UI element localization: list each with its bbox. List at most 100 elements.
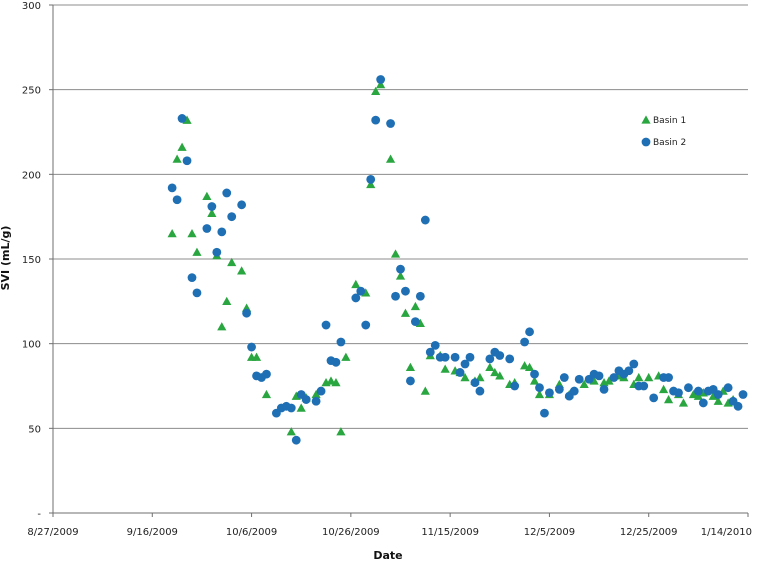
basin-2-point: [192, 288, 202, 298]
x-tick-label: 10/6/2009: [226, 527, 277, 538]
basin-2-point: [569, 386, 579, 396]
x-tick-label: 11/15/2009: [421, 527, 479, 538]
basin-1-point: [529, 376, 540, 385]
basin-2-point: [733, 401, 743, 411]
basin-1-point: [296, 403, 306, 412]
series-2-points: [167, 75, 748, 445]
basin-2-point: [167, 183, 177, 193]
basin-2-point: [629, 359, 639, 369]
basin-2-point: [609, 373, 619, 382]
basin-1-point: [336, 427, 346, 436]
basin-2-point: [366, 175, 376, 184]
basin-2-point: [227, 212, 237, 222]
basin-1-point: [520, 361, 530, 370]
basin-2-point: [361, 320, 371, 330]
basin-1-point: [400, 308, 411, 317]
basin-2-point: [172, 195, 182, 205]
basin-2-point: [738, 390, 748, 399]
basin-2-point: [554, 384, 564, 394]
basin-1-point: [326, 376, 336, 385]
basin-1-point: [331, 378, 341, 387]
basin-2-point: [371, 115, 381, 125]
basin-2-point: [286, 403, 296, 413]
basin-1-point: [390, 249, 401, 258]
legend-marker-basin-2: [641, 137, 651, 147]
basin-1-point: [217, 322, 227, 331]
basin-1-point: [202, 191, 212, 201]
basin-1-point: [663, 394, 674, 404]
basin-2-point: [212, 247, 222, 257]
basin-2-point: [684, 383, 693, 393]
basin-1-point: [713, 396, 723, 405]
basin-2-point: [525, 327, 534, 337]
basin-2-point: [470, 378, 480, 388]
y-tick-label: 200: [22, 170, 41, 181]
basin-2-point: [321, 320, 331, 330]
basin-1-point: [534, 389, 545, 399]
legend-marker-basin-1: [641, 115, 651, 124]
basin-1-point: [693, 391, 703, 400]
basin-2-point: [391, 291, 400, 301]
x-tick-labels: 8/27/2009 9/16/2009 10/6/2009 10/26/2009 11/…: [27, 527, 752, 538]
basin-2-point: [356, 286, 366, 296]
basin-1-point: [420, 386, 430, 395]
basin-2-point: [430, 340, 440, 350]
basin-2-point: [465, 352, 475, 362]
y-tick-label: 100: [22, 340, 41, 351]
basin-1-point: [644, 372, 654, 382]
basin-1-point: [385, 154, 396, 163]
x-axis-title: Date: [373, 549, 402, 562]
basin-2-point: [510, 381, 520, 391]
basin-1-point: [634, 372, 644, 382]
basin-2-point: [693, 386, 703, 396]
basin-1-point: [604, 376, 614, 385]
y-tick-label: 250: [22, 86, 41, 97]
basin-1-point: [222, 296, 232, 306]
basin-2-point: [396, 264, 405, 274]
legend-label-2: Basin 2: [653, 138, 686, 148]
basin-2-point: [182, 156, 192, 166]
basin-2-point: [242, 308, 252, 318]
x-tick-label: 9/16/2009: [127, 527, 178, 538]
basin-1-point: [688, 389, 698, 399]
basin-2-point: [331, 357, 341, 367]
basin-2-point: [207, 202, 217, 211]
basin-2-point: [336, 337, 346, 347]
basin-1-point: [659, 384, 669, 394]
data-points: [167, 75, 748, 445]
basin-2-point: [460, 359, 470, 369]
basin-2-point: [664, 373, 673, 382]
basin-2-point: [559, 373, 569, 382]
basin-1-point: [227, 257, 237, 267]
x-tick-label: 1/14/2010: [701, 527, 752, 538]
gridlines: [53, 4, 748, 429]
basin-1-point: [351, 279, 361, 289]
basin-2-point: [713, 390, 723, 399]
basin-1-point: [678, 398, 689, 407]
basin-2-point: [177, 114, 187, 123]
basin-1-point: [251, 352, 262, 361]
basin-2-point: [574, 374, 584, 384]
basin-2-point: [485, 354, 495, 364]
basin-1-point: [237, 266, 247, 275]
basin-1-point: [177, 142, 187, 151]
x-tick-label: 10/26/2009: [322, 527, 380, 538]
legend: Basin 1 Basin 2: [641, 115, 686, 148]
basin-2-point: [540, 408, 549, 418]
x-tick-label: 12/25/2009: [620, 527, 678, 538]
basin-1-point: [495, 371, 505, 380]
basin-2-point: [386, 119, 395, 128]
basin-2-point: [222, 188, 232, 198]
basin-1-point: [376, 79, 386, 89]
y-tick-label: -: [37, 509, 41, 520]
basin-2-point: [639, 381, 649, 391]
basin-1-point: [167, 229, 177, 238]
basin-1-point: [286, 427, 296, 436]
basin-2-point: [415, 291, 425, 301]
basin-1-point: [440, 364, 450, 373]
basin-1-point: [261, 389, 272, 399]
basin-2-point: [698, 398, 708, 408]
basin-1-point: [490, 367, 500, 377]
basin-1-point: [311, 389, 321, 399]
